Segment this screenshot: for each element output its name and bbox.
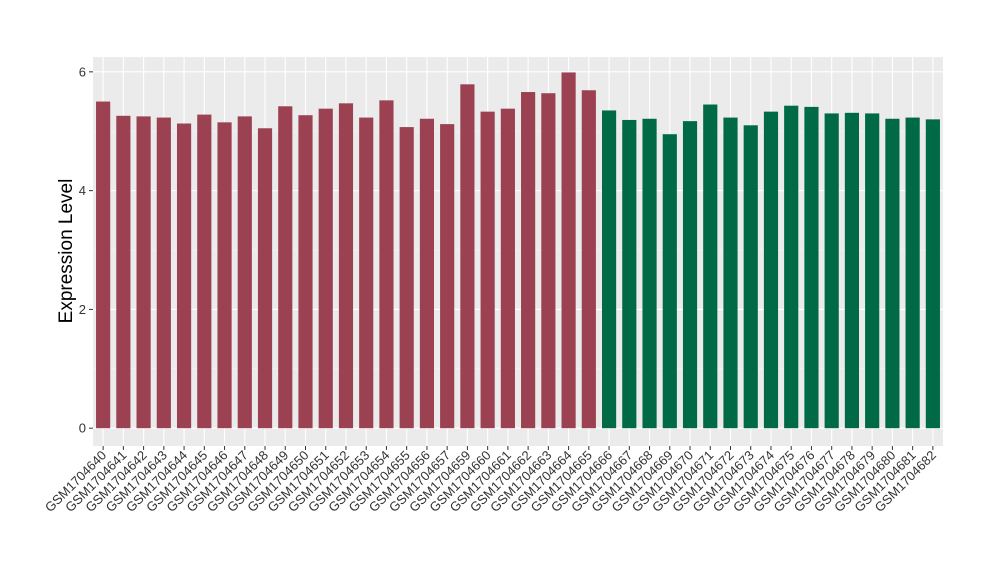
- bar-GSM1704646: [217, 122, 232, 429]
- bar-GSM1704665: [581, 90, 596, 429]
- bar-GSM1704670: [682, 121, 698, 429]
- bar-GSM1704676: [804, 106, 819, 429]
- bar-GSM1704664: [561, 72, 576, 429]
- bar-GSM1704654: [379, 100, 394, 429]
- bar-GSM1704651: [318, 108, 333, 429]
- bar-GSM1704668: [642, 118, 657, 429]
- bar-GSM1704671: [703, 104, 718, 429]
- y-tick-label: 6: [79, 64, 86, 79]
- bar-GSM1704674: [763, 111, 779, 429]
- bar-GSM1704641: [116, 115, 131, 429]
- plot-panel: [93, 57, 943, 446]
- bar-GSM1704682: [925, 119, 940, 429]
- bar-GSM1704681: [905, 117, 920, 429]
- x-axis: GSM1704640GSM1704641GSM1704642GSM1704643…: [42, 446, 939, 515]
- bar-GSM1704663: [541, 93, 556, 429]
- bar-GSM1704655: [399, 127, 414, 429]
- bar-GSM1704653: [359, 117, 374, 429]
- bar-GSM1704647: [237, 116, 252, 429]
- bar-GSM1704648: [257, 128, 273, 429]
- bar-GSM1704667: [622, 119, 637, 429]
- bar-GSM1704656: [419, 118, 435, 429]
- bar-GSM1704657: [440, 124, 455, 429]
- bar-GSM1704662: [521, 92, 536, 429]
- y-axis: 0 2 4 6: [79, 64, 93, 436]
- bar-GSM1704660: [480, 111, 495, 429]
- bar-GSM1704679: [865, 113, 880, 429]
- bar-GSM1704649: [278, 106, 293, 429]
- bar-GSM1704644: [176, 123, 192, 429]
- bar-GSM1704642: [136, 116, 151, 429]
- bar-GSM1704669: [662, 134, 677, 429]
- bar-GSM1704645: [197, 114, 212, 429]
- bar-GSM1704661: [500, 108, 515, 429]
- bar-GSM1704650: [298, 115, 313, 429]
- y-tick-label: 4: [79, 183, 86, 198]
- bar-GSM1704680: [885, 118, 900, 429]
- y-tick-label: 0: [79, 421, 86, 436]
- bar-GSM1704677: [824, 113, 839, 429]
- bar-GSM1704640: [96, 101, 111, 429]
- bar-GSM1704673: [743, 125, 758, 429]
- bar-GSM1704678: [844, 112, 860, 429]
- bar-GSM1704672: [723, 117, 738, 429]
- y-axis-title: Expression Level: [56, 179, 77, 324]
- bar-GSM1704675: [784, 105, 799, 429]
- y-tick-label: 2: [79, 302, 86, 317]
- bars-group: [96, 72, 940, 429]
- bar-GSM1704643: [156, 117, 171, 429]
- bar-GSM1704652: [338, 103, 354, 429]
- bar-GSM1704666: [601, 110, 617, 429]
- bar-GSM1704659: [460, 84, 475, 429]
